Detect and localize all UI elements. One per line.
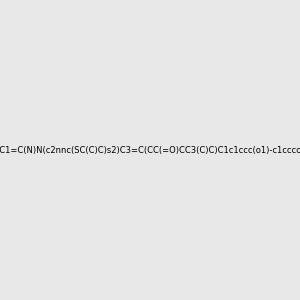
Text: N#CC1=C(N)N(c2nnc(SC(C)C)s2)C3=C(CC(=O)CC3(C)C)C1c1ccc(o1)-c1ccccc1Cl: N#CC1=C(N)N(c2nnc(SC(C)C)s2)C3=C(CC(=O)C… bbox=[0, 146, 300, 154]
